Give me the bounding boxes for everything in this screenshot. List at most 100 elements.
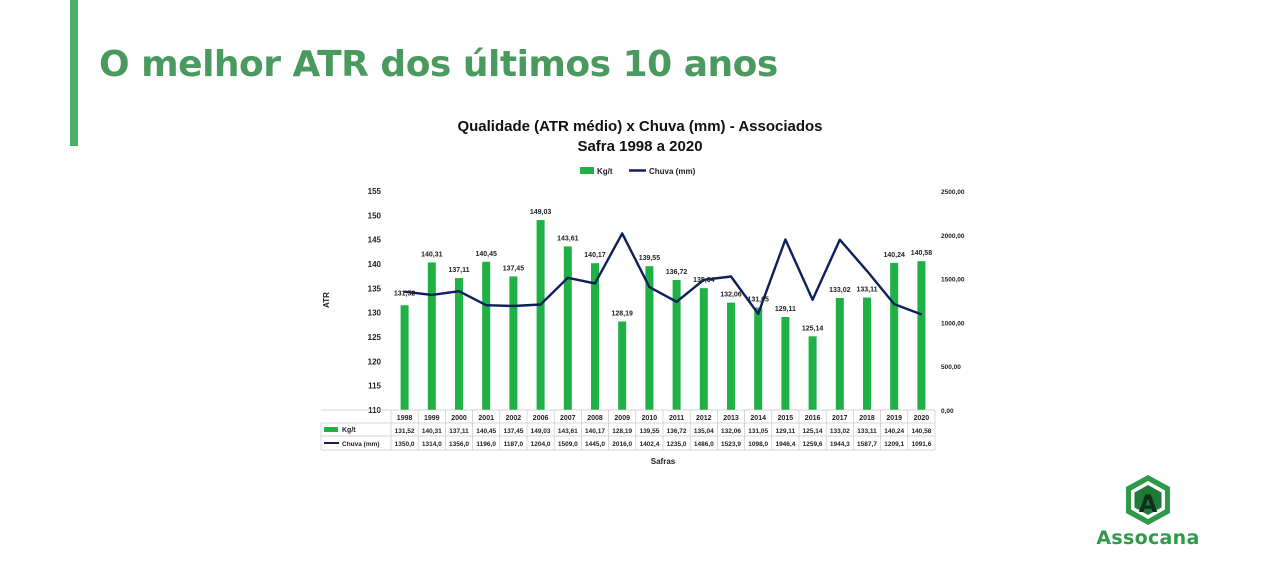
y2-tick-label: 1000,00 — [941, 320, 965, 327]
table-cell-kgt: 140,45 — [476, 428, 496, 435]
table-cell-chuva: 1523,9 — [721, 441, 741, 448]
x-tick-label: 2012 — [696, 415, 712, 422]
chart-subtitle: Safra 1998 a 2020 — [577, 138, 702, 155]
bar — [618, 321, 627, 410]
y2-tick-label: 1500,00 — [941, 277, 965, 284]
x-tick-label: 1998 — [397, 415, 413, 422]
table-cell-chuva: 1204,0 — [531, 441, 551, 448]
rain-point — [784, 238, 787, 241]
bar-value-label: 136,72 — [666, 269, 688, 276]
table-cell-kgt: 137,45 — [503, 428, 523, 435]
bar-value-label: 125,14 — [802, 325, 824, 332]
x-tick-label: 2011 — [669, 415, 684, 422]
legend-swatch-kgt — [580, 167, 594, 174]
table-cell-kgt: 149,03 — [531, 428, 551, 435]
table-cell-chuva: 1196,0 — [476, 441, 496, 448]
bar — [699, 288, 708, 410]
svg-text:A: A — [1139, 490, 1158, 518]
table-key-kgt — [324, 427, 338, 432]
x-tick-label: 2000 — [451, 415, 467, 422]
legend-label-chuva: Chuva (mm) — [649, 167, 696, 176]
table-row-label-chuva: Chuva (mm) — [342, 441, 380, 448]
table-cell-kgt: 131,05 — [748, 428, 768, 435]
chart-title: Qualidade (ATR médio) x Chuva (mm) - Ass… — [457, 118, 822, 135]
table-cell-chuva: 1445,0 — [585, 441, 605, 448]
logo-wordmark: Assocana — [1096, 527, 1200, 549]
x-tick-label: 2001 — [478, 415, 494, 422]
rain-point — [730, 275, 732, 278]
bar — [890, 262, 899, 410]
rain-point — [893, 303, 895, 305]
bar — [672, 279, 681, 410]
y-tick-label: 125 — [368, 333, 382, 342]
y-tick-label: 135 — [368, 284, 382, 293]
bar-value-label: 139,55 — [639, 255, 661, 262]
table-cell-kgt: 125,14 — [803, 428, 823, 435]
bar-value-label: 128,19 — [611, 310, 633, 317]
bar — [645, 266, 654, 410]
rain-point — [458, 290, 460, 293]
table-cell-kgt: 140,17 — [585, 428, 605, 435]
y-tick-label: 115 — [368, 382, 381, 391]
table-cell-chuva: 1314,0 — [422, 441, 442, 448]
y-tick-label: 150 — [368, 211, 382, 220]
x-axis-label: Safras — [651, 457, 676, 466]
table-cell-chuva: 1098,0 — [748, 441, 768, 448]
bar — [835, 297, 844, 410]
table-cell-chuva: 1356,0 — [449, 441, 469, 448]
table-cell-kgt: 133,11 — [857, 428, 877, 435]
table-cell-kgt: 135,04 — [694, 428, 714, 435]
bar — [863, 297, 871, 410]
bar — [482, 261, 491, 410]
x-tick-label: 2018 — [859, 415, 875, 422]
rain-point — [866, 270, 868, 272]
bar-value-label: 132,06 — [720, 292, 742, 299]
x-tick-label: 2017 — [832, 415, 848, 422]
x-tick-label: 2016 — [805, 415, 821, 422]
bar-value-label: 140,17 — [584, 252, 606, 259]
bar-value-label: 140,58 — [911, 250, 933, 257]
rain-point — [485, 304, 488, 307]
table-cell-kgt: 136,72 — [667, 428, 687, 435]
bar — [563, 246, 572, 410]
y-tick-label: 140 — [368, 260, 382, 269]
slide-headline: O melhor ATR dos últimos 10 anos — [99, 44, 778, 85]
table-cell-kgt: 137,11 — [449, 428, 469, 435]
x-tick-label: 1999 — [424, 415, 440, 422]
rain-point — [703, 279, 705, 281]
table-cell-chuva: 1091,6 — [911, 441, 931, 448]
bar-value-label: 149,03 — [530, 209, 552, 216]
bar-value-label: 135,04 — [693, 277, 715, 284]
rain-point — [567, 277, 569, 279]
bar-value-label: 133,02 — [829, 287, 851, 294]
table-cell-kgt: 129,11 — [776, 428, 796, 435]
bar-value-label: 137,11 — [448, 267, 469, 274]
table-cell-kgt: 132,06 — [721, 428, 741, 435]
bar — [536, 220, 545, 410]
rain-point — [539, 303, 542, 306]
y-tick-label: 120 — [368, 357, 382, 366]
bar-value-label: 129,11 — [775, 306, 796, 313]
x-tick-label: 2014 — [750, 415, 766, 422]
bar — [400, 305, 409, 410]
bar-value-label: 143,61 — [557, 235, 579, 242]
table-cell-chuva: 1187,0 — [504, 441, 524, 448]
x-tick-label: 2007 — [560, 415, 576, 422]
rain-point — [675, 301, 678, 303]
x-tick-label: 2020 — [914, 415, 930, 422]
x-tick-label: 2002 — [506, 415, 522, 422]
bar-value-label: 131,05 — [747, 297, 769, 304]
bar — [727, 302, 735, 410]
x-tick-label: 2008 — [587, 415, 603, 422]
y2-tick-label: 2000,00 — [941, 233, 965, 240]
table-cell-chuva: 1944,3 — [830, 441, 850, 448]
y-tick-label: 130 — [368, 309, 382, 318]
table-cell-chuva: 1209,1 — [884, 441, 904, 448]
table-cell-chuva: 1350,0 — [395, 441, 415, 448]
y-tick-label: 155 — [368, 187, 382, 196]
bar-value-label: 131,52 — [394, 290, 416, 297]
table-cell-kgt: 140,58 — [911, 428, 931, 435]
bar-value-label: 140,31 — [421, 251, 443, 258]
table-cell-kgt: 128,19 — [612, 428, 632, 435]
